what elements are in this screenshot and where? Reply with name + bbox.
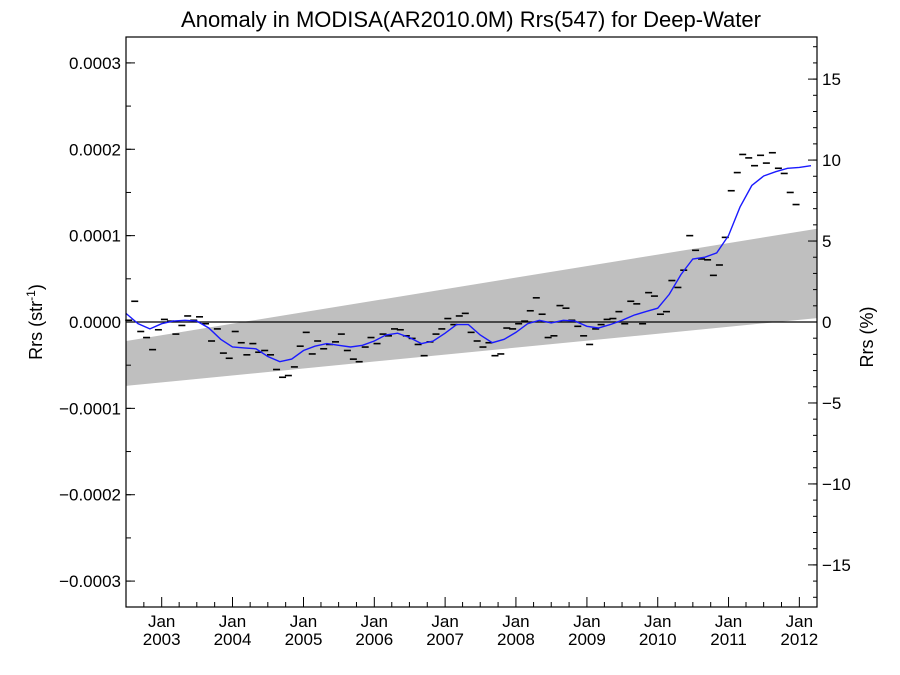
right-axis-label: Rrs (%) [857, 307, 877, 368]
left-axis-label: Rrs (str-1) [24, 284, 46, 360]
left-tick-label: 0.0000 [69, 313, 121, 332]
left-axis-label-text: Rrs (str [26, 301, 46, 360]
left-tick-label: −0.0002 [59, 486, 121, 505]
left-axis-label-superscript: -1 [24, 290, 38, 301]
x-tick-month-label: Jan [644, 612, 671, 631]
x-tick-year-label: 2007 [426, 630, 464, 649]
right-tick-label: −15 [822, 556, 851, 575]
x-tick-year-label: 2012 [780, 630, 818, 649]
x-tick-month-label: Jan [148, 612, 175, 631]
confidence-band [126, 228, 817, 386]
right-tick-label: 5 [822, 232, 831, 251]
left-tick-label: 0.0001 [69, 227, 121, 246]
smoothed-line-layer [125, 165, 812, 363]
x-tick-year-label: 2011 [710, 630, 747, 649]
x-tick-year-label: 2003 [143, 630, 181, 649]
x-tick-month-label: Jan [786, 612, 813, 631]
right-tick-label: −5 [822, 394, 841, 413]
x-tick-year-label: 2006 [355, 630, 393, 649]
x-tick-month-label: Jan [431, 612, 458, 631]
chart-title: Anomaly in MODISA(AR2010.0M) Rrs(547) fo… [181, 7, 761, 32]
axis-ticks-layer: 0.0003 0.0002 0.0001 0.0000 −0.0001 −0.0002 −0… [59, 46, 851, 649]
confidence-band-layer [126, 228, 817, 386]
left-tick-label: −0.0001 [59, 399, 121, 418]
x-tick-year-label: 2005 [285, 630, 323, 649]
x-tick-month-label: Jan [573, 612, 600, 631]
x-tick-month-label: Jan [290, 612, 317, 631]
right-tick-label: −10 [822, 475, 851, 494]
x-tick-year-label: 2010 [639, 630, 677, 649]
left-tick-label: −0.0003 [59, 572, 121, 591]
right-tick-label: 10 [822, 151, 841, 170]
x-tick-year-label: 2008 [497, 630, 535, 649]
x-tick-year-label: 2009 [568, 630, 606, 649]
x-tick-year-label: 2004 [214, 630, 252, 649]
left-axis-label-close: ) [26, 284, 46, 290]
right-tick-label: 0 [822, 313, 831, 332]
left-tick-label: 0.0003 [69, 54, 121, 73]
x-tick-month-label: Jan [361, 612, 388, 631]
right-tick-label: 15 [822, 70, 841, 89]
x-tick-month-label: Jan [502, 612, 529, 631]
smoothed-line [125, 165, 812, 363]
left-tick-label: 0.0002 [69, 140, 121, 159]
x-tick-month-label: Jan [219, 612, 246, 631]
x-tick-month-label: Jan [715, 612, 742, 631]
